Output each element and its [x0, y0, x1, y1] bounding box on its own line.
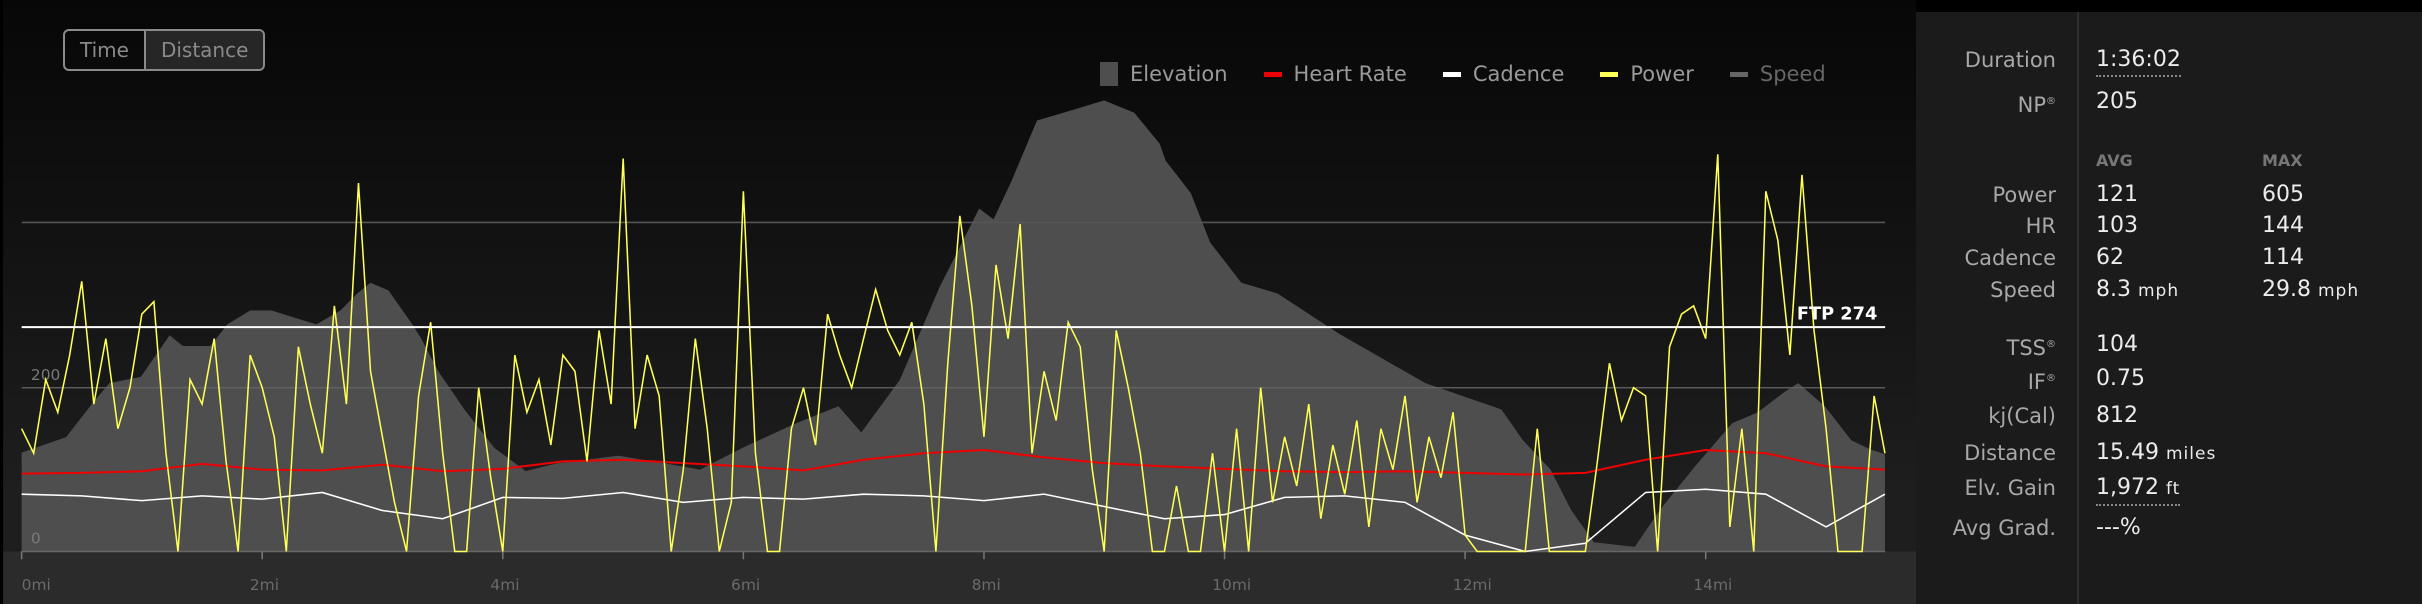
x-tick-label: 14mi: [1693, 576, 1732, 594]
duration-value[interactable]: 1:36:02: [2096, 45, 2181, 77]
speed-swatch-icon: [1729, 71, 1748, 77]
row-headers: AVG MAX: [1916, 146, 2422, 176]
if-value: 0.75: [2096, 366, 2145, 391]
elv-gain-value[interactable]: 1,972 ft: [2096, 473, 2181, 506]
heart-rate-line: [21, 448, 1885, 476]
label: Power: [1992, 183, 2057, 207]
activity-chart: 200 0 0mi 2mi 4mi 6mi 8mi 10mi 12mi 14mi FTP 27…: [3, 0, 1916, 604]
x-axis-mode-toggle: Time Distance: [63, 29, 266, 71]
np-value: 205: [2096, 89, 2138, 114]
distance-value: 15.49 miles: [2096, 440, 2217, 465]
hr-avg: 103: [2096, 213, 2138, 238]
label: Duration: [1964, 48, 2056, 72]
cadence-swatch-icon: [1442, 71, 1461, 77]
summary-panel: Duration 1:36:02 NP® 205 AVG MAX Power 1…: [1916, 12, 2422, 604]
cadence-line: [21, 488, 1886, 553]
legend-label: Heart Rate: [1293, 62, 1407, 86]
row-cadence: Cadence 62 114: [1916, 243, 2422, 273]
legend-power[interactable]: Power: [1600, 62, 1694, 86]
hr-max: 144: [2262, 213, 2304, 238]
speed-max: 29.8 mph: [2262, 277, 2360, 302]
legend-label: Cadence: [1472, 62, 1565, 86]
legend-label: Speed: [1759, 62, 1826, 86]
label: IF®: [2027, 370, 2056, 394]
kj-value: 812: [2096, 403, 2138, 428]
avg-grad-value: ---%: [2096, 515, 2141, 540]
legend-heart-rate[interactable]: Heart Rate: [1263, 62, 1407, 86]
x-tick-label: 2mi: [250, 576, 279, 594]
x-tick-label: 8mi: [972, 576, 1001, 594]
max-header: MAX: [2262, 151, 2303, 170]
chart-legend: Elevation Heart Rate Cadence Power Speed: [1100, 62, 1862, 86]
heart-rate-swatch-icon: [1263, 71, 1282, 77]
toggle-distance[interactable]: Distance: [143, 31, 264, 69]
elevation-swatch-icon: [1100, 62, 1118, 86]
row-np: NP® 205: [1916, 87, 2422, 117]
legend-cadence[interactable]: Cadence: [1442, 62, 1565, 86]
row-hr: HR 103 144: [1916, 211, 2422, 241]
panel-divider: [2077, 12, 2079, 604]
cadence-max: 114: [2262, 245, 2304, 270]
row-distance: Distance 15.49 miles: [1916, 438, 2422, 468]
row-duration: Duration 1:36:02: [1916, 45, 2422, 77]
row-if: IF® 0.75: [1916, 364, 2422, 394]
speed-avg: 8.3 mph: [2096, 277, 2180, 302]
ftp-label: FTP 274: [1797, 304, 1877, 324]
y-tick-label-0: 0: [31, 530, 41, 548]
power-max: 605: [2262, 182, 2304, 207]
x-tick-label: 12mi: [1453, 576, 1492, 594]
y-tick-label-200: 200: [31, 366, 60, 384]
elevation-area: [21, 100, 1885, 552]
toggle-time[interactable]: Time: [80, 38, 129, 62]
row-kj: kj(Cal) 812: [1916, 401, 2422, 431]
x-tick-label: 6mi: [731, 576, 760, 594]
legend-label: Elevation: [1130, 62, 1228, 86]
x-tick-label: 10mi: [1212, 576, 1251, 594]
power-line: [20, 154, 1886, 553]
x-tick-label: 4mi: [490, 576, 519, 594]
x-tick-label: 0mi: [22, 576, 51, 594]
label: Avg Grad.: [1952, 516, 2056, 540]
label: HR: [2025, 214, 2056, 238]
label: Speed: [1990, 278, 2056, 302]
legend-speed[interactable]: Speed: [1729, 62, 1826, 86]
label: Distance: [1964, 441, 2056, 465]
legend-label: Power: [1630, 62, 1694, 86]
row-avg-grad: Avg Grad. ---%: [1916, 513, 2422, 543]
avg-header: AVG: [2096, 151, 2133, 170]
label: NP®: [2017, 93, 2056, 117]
row-power: Power 121 605: [1916, 180, 2422, 210]
row-tss: TSS® 104: [1916, 330, 2422, 360]
tss-value: 104: [2096, 332, 2138, 357]
x-axis-band: [3, 551, 1916, 604]
row-speed: Speed 8.3 mph 29.8 mph: [1916, 275, 2422, 305]
legend-elevation[interactable]: Elevation: [1100, 62, 1228, 86]
power-avg: 121: [2096, 182, 2138, 207]
label: TSS®: [2006, 336, 2057, 360]
cadence-avg: 62: [2096, 245, 2124, 270]
label: kj(Cal): [1988, 404, 2056, 428]
power-swatch-icon: [1600, 71, 1619, 77]
label: Cadence: [1964, 246, 2056, 270]
row-elv-gain: Elv. Gain 1,972 ft: [1916, 473, 2422, 506]
label: Elv. Gain: [1964, 476, 2056, 500]
